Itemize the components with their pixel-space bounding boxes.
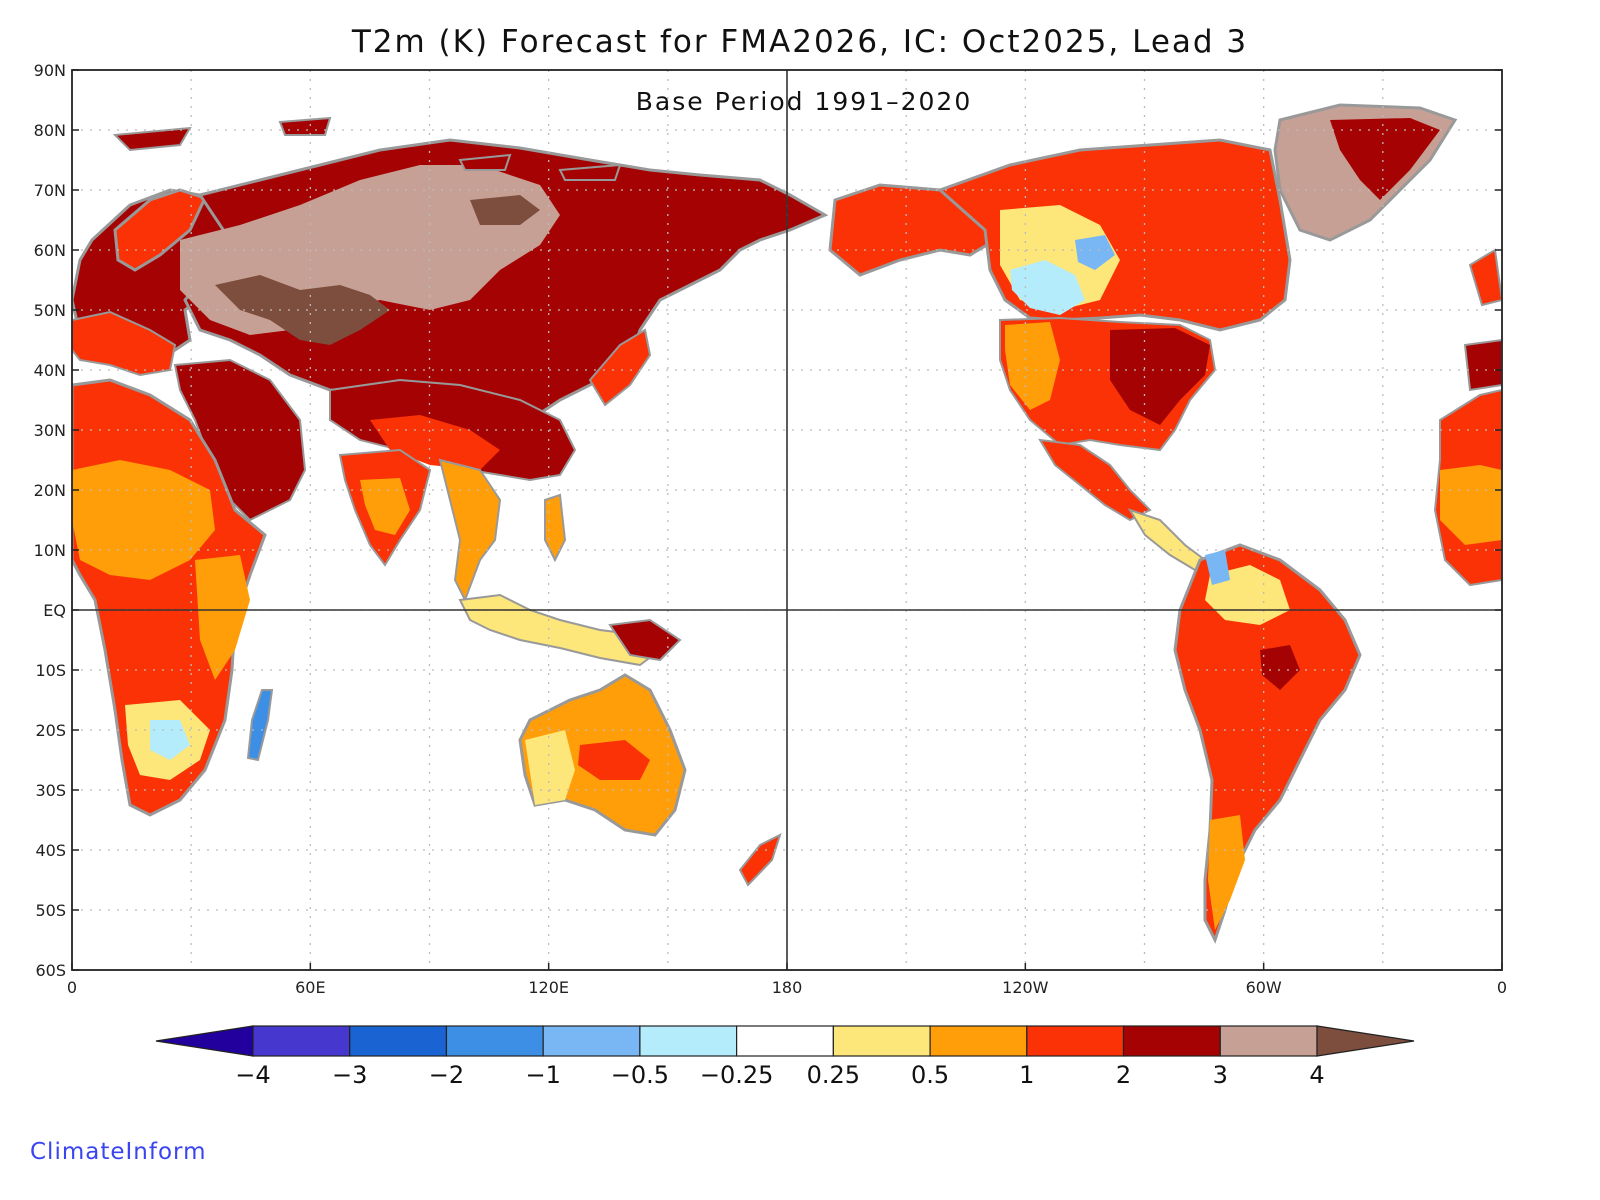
colorbar-label: −0.5	[611, 1061, 669, 1089]
colorbar-label: −0.25	[700, 1061, 774, 1089]
lat-axis: 90N 80N 70N 60N 50N 40N 30N 20N 10N EQ 10S 20S 30S 40…	[34, 61, 1502, 980]
colorbar-box	[1219, 1025, 1318, 1057]
lat-label: 20S	[35, 721, 66, 740]
lon-label: 180	[772, 978, 803, 997]
colorbar-box	[639, 1025, 738, 1057]
lon-label: 60E	[295, 978, 325, 997]
colorbar-box	[445, 1025, 544, 1057]
colorbar-label: −1	[525, 1061, 560, 1089]
colorbar-label: 2	[1116, 1061, 1131, 1089]
lon-label: 120W	[1002, 978, 1049, 997]
lat-label: 60N	[34, 241, 66, 260]
region-africa-west-orange	[1440, 465, 1502, 545]
region-australia-hot	[578, 740, 650, 780]
lon-label: 120E	[528, 978, 569, 997]
lat-label: 10S	[35, 661, 66, 680]
colorbar-label: 3	[1213, 1061, 1228, 1089]
colorbar-box	[252, 1025, 351, 1057]
lat-label: 30S	[35, 781, 66, 800]
lat-label: 30N	[34, 421, 66, 440]
lat-label: 80N	[34, 121, 66, 140]
region-sahel	[72, 460, 215, 580]
colorbar-label: 4	[1309, 1061, 1324, 1089]
region-madagascar	[246, 689, 274, 762]
region-india-south	[360, 478, 410, 535]
colorbar-label: −3	[332, 1061, 367, 1089]
region-canada	[937, 138, 1292, 332]
region-japan	[588, 328, 652, 407]
region-east-africa	[195, 555, 250, 680]
lat-label: 10N	[34, 541, 66, 560]
region-se-asia	[438, 458, 502, 603]
region-australia-west	[525, 730, 575, 805]
lat-label: 20N	[34, 481, 66, 500]
lat-label: 40S	[35, 841, 66, 860]
region-colombia-blue	[1205, 550, 1230, 585]
colorbar-max-arrow	[1316, 1025, 1415, 1057]
region-new-zealand	[738, 833, 782, 887]
lat-label: 90N	[34, 61, 66, 80]
lat-label: 70N	[34, 181, 66, 200]
colorbar-label: 0.5	[911, 1061, 949, 1089]
region-mongolia-hot	[215, 275, 390, 345]
colorbar-box	[1122, 1025, 1221, 1057]
colorbar-box	[1026, 1025, 1125, 1057]
region-arctic-islands	[112, 116, 622, 181]
lon-label: 0	[67, 978, 77, 997]
region-scandinavia	[113, 188, 208, 272]
region-greenland-rim	[1330, 118, 1440, 200]
lat-label: 50N	[34, 301, 66, 320]
region-uk-wrap	[1468, 248, 1502, 307]
region-central-america	[1127, 508, 1207, 572]
brand-label: ClimateInform	[30, 1139, 207, 1165]
region-philippines	[544, 493, 567, 563]
colorbar: −4 −3 −2 −1 −0.5 −0.25 0.25 0.5 1 2 3 4	[155, 1025, 1415, 1089]
lat-label: EQ	[43, 601, 66, 620]
lat-label: 60S	[35, 961, 66, 980]
base-period-label: Base Period 1991–2020	[635, 87, 973, 116]
lat-label: 50S	[35, 901, 66, 920]
lon-label: 0	[1497, 978, 1507, 997]
colorbar-label: 0.25	[807, 1061, 860, 1089]
region-europe-south	[72, 310, 177, 377]
region-siberia-patch	[470, 195, 540, 225]
colorbar-label: 1	[1019, 1061, 1034, 1089]
region-usa-east-hot	[1110, 328, 1210, 425]
land-anomaly-layer	[72, 103, 1502, 944]
colorbar-box	[929, 1025, 1028, 1057]
region-china-orange	[370, 415, 500, 470]
lon-axis: 0 60E 120E 180 120W 60W 0	[67, 963, 1507, 997]
region-patagonia	[1208, 815, 1245, 930]
colorbar-box	[349, 1025, 448, 1057]
region-canada-blue	[1010, 260, 1085, 315]
colorbar-label: −4	[235, 1061, 270, 1089]
region-hudson-blue	[1075, 235, 1115, 270]
colorbar-label: −2	[429, 1061, 464, 1089]
map-title: T2m (K) Forecast for FMA2026, IC: Oct202…	[351, 24, 1249, 60]
colorbar-min-arrow	[155, 1025, 254, 1057]
region-new-guinea	[608, 618, 682, 662]
region-usa-west	[1005, 322, 1060, 410]
colorbar-box	[832, 1025, 931, 1057]
region-middle-east	[173, 358, 307, 522]
region-brazil-hot	[1260, 645, 1300, 690]
region-mexico	[1038, 438, 1152, 522]
region-iberia-wrap	[1463, 338, 1502, 392]
lat-label: 40N	[34, 361, 66, 380]
colorbar-box	[736, 1025, 834, 1057]
region-alaska	[828, 183, 997, 277]
lon-label: 60W	[1246, 978, 1282, 997]
colorbar-box	[542, 1025, 641, 1057]
